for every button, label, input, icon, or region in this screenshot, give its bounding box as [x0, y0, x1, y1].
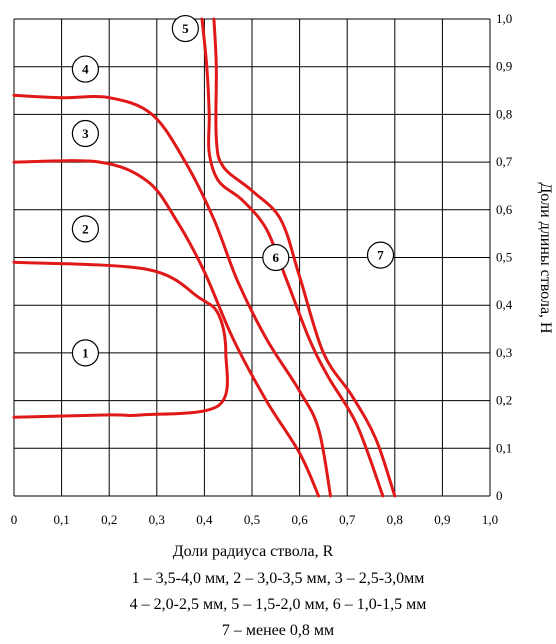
- y-tick-label: 0: [496, 488, 503, 503]
- x-tick-label: 0,6: [291, 512, 308, 527]
- caption-line-1: 1 – 3,5-4,0 мм, 2 – 3,0-3,5 мм, 3 – 2,5-…: [131, 570, 425, 587]
- zone-label-circle: [71, 119, 100, 148]
- y-tick-label: 1,0: [496, 11, 512, 26]
- x-axis-title: Доли радиуса ствола, R: [173, 543, 334, 560]
- zone-label-3: 3: [71, 119, 100, 148]
- series-layer: [12, 17, 397, 498]
- y-tick-label: 0,6: [496, 202, 513, 217]
- x-tick-label: 1,0: [482, 512, 498, 527]
- zone-label-text: 2: [82, 221, 89, 236]
- x-tick-label: 0,3: [149, 512, 165, 527]
- zone-labels: 1 2 3 4 5 6 7: [71, 14, 395, 367]
- x-tick-label: 0,9: [434, 512, 450, 527]
- zone-label-circle: [71, 55, 100, 83]
- grid: [13, 18, 491, 497]
- zone-label-text: 6: [273, 250, 280, 265]
- y-axis-title: Доли длины ствола, H: [537, 182, 554, 334]
- zone-label-circle: [171, 14, 199, 43]
- zone-label-6: 6: [262, 243, 290, 272]
- x-tick-label: 0,8: [387, 512, 403, 527]
- x-tick-label: 0,2: [101, 512, 117, 527]
- zone-label-text: 1: [82, 345, 89, 360]
- y-tick-label: 0,2: [496, 393, 512, 408]
- y-tick-label: 0,1: [496, 440, 512, 455]
- x-tick-label: 0: [11, 512, 18, 527]
- y-tick-label: 0,7: [496, 154, 513, 169]
- zone-boundary-line-4: [200, 17, 385, 498]
- zone-label-4: 4: [71, 55, 100, 83]
- x-tick-labels: 0 0,1 0,2 0,3 0,4 0,5 0,6 0,7 0,8 0,9 1,0: [11, 512, 498, 527]
- zone-label-circle: [262, 243, 290, 272]
- zone-label-circle: [71, 215, 100, 243]
- zone-boundary-line-1: [12, 260, 229, 419]
- zone-boundary-line-3: [12, 93, 332, 498]
- y-tick-label: 0,9: [496, 59, 512, 74]
- y-tick-label: 0,5: [496, 250, 512, 265]
- zone-label-7: 7: [366, 241, 395, 269]
- zone-label-text: 4: [82, 62, 89, 77]
- caption-line-2: 4 – 2,0-2,5 мм, 5 – 1,5-2,0 мм, 6 – 1,0-…: [129, 596, 427, 613]
- zone-boundary-line-5: [212, 17, 397, 498]
- zone-label-text: 7: [377, 248, 384, 263]
- x-tick-label: 0,1: [53, 512, 69, 527]
- x-tick-label: 0,4: [196, 512, 213, 527]
- zone-label-1: 1: [71, 339, 100, 367]
- zone-label-circle: [366, 241, 395, 269]
- y-tick-label: 0,8: [496, 106, 512, 121]
- y-tick-label: 0,4: [496, 297, 513, 312]
- zone-boundary-line-2: [12, 159, 321, 498]
- zone-label-text: 5: [182, 21, 189, 36]
- caption-line-3: 7 – менее 0,8 мм: [221, 622, 335, 639]
- x-tick-label: 0,7: [339, 512, 356, 527]
- zone-label-2: 2: [71, 215, 100, 243]
- y-tick-label: 0,3: [496, 345, 512, 360]
- x-tick-label: 0,5: [244, 512, 260, 527]
- y-tick-labels: 0 0,1 0,2 0,3 0,4 0,5 0,6 0,7 0,8 0,9 1,0: [496, 11, 513, 503]
- zone-label-5: 5: [171, 14, 199, 43]
- zone-label-circle: [71, 339, 100, 367]
- zone-label-text: 3: [82, 126, 89, 141]
